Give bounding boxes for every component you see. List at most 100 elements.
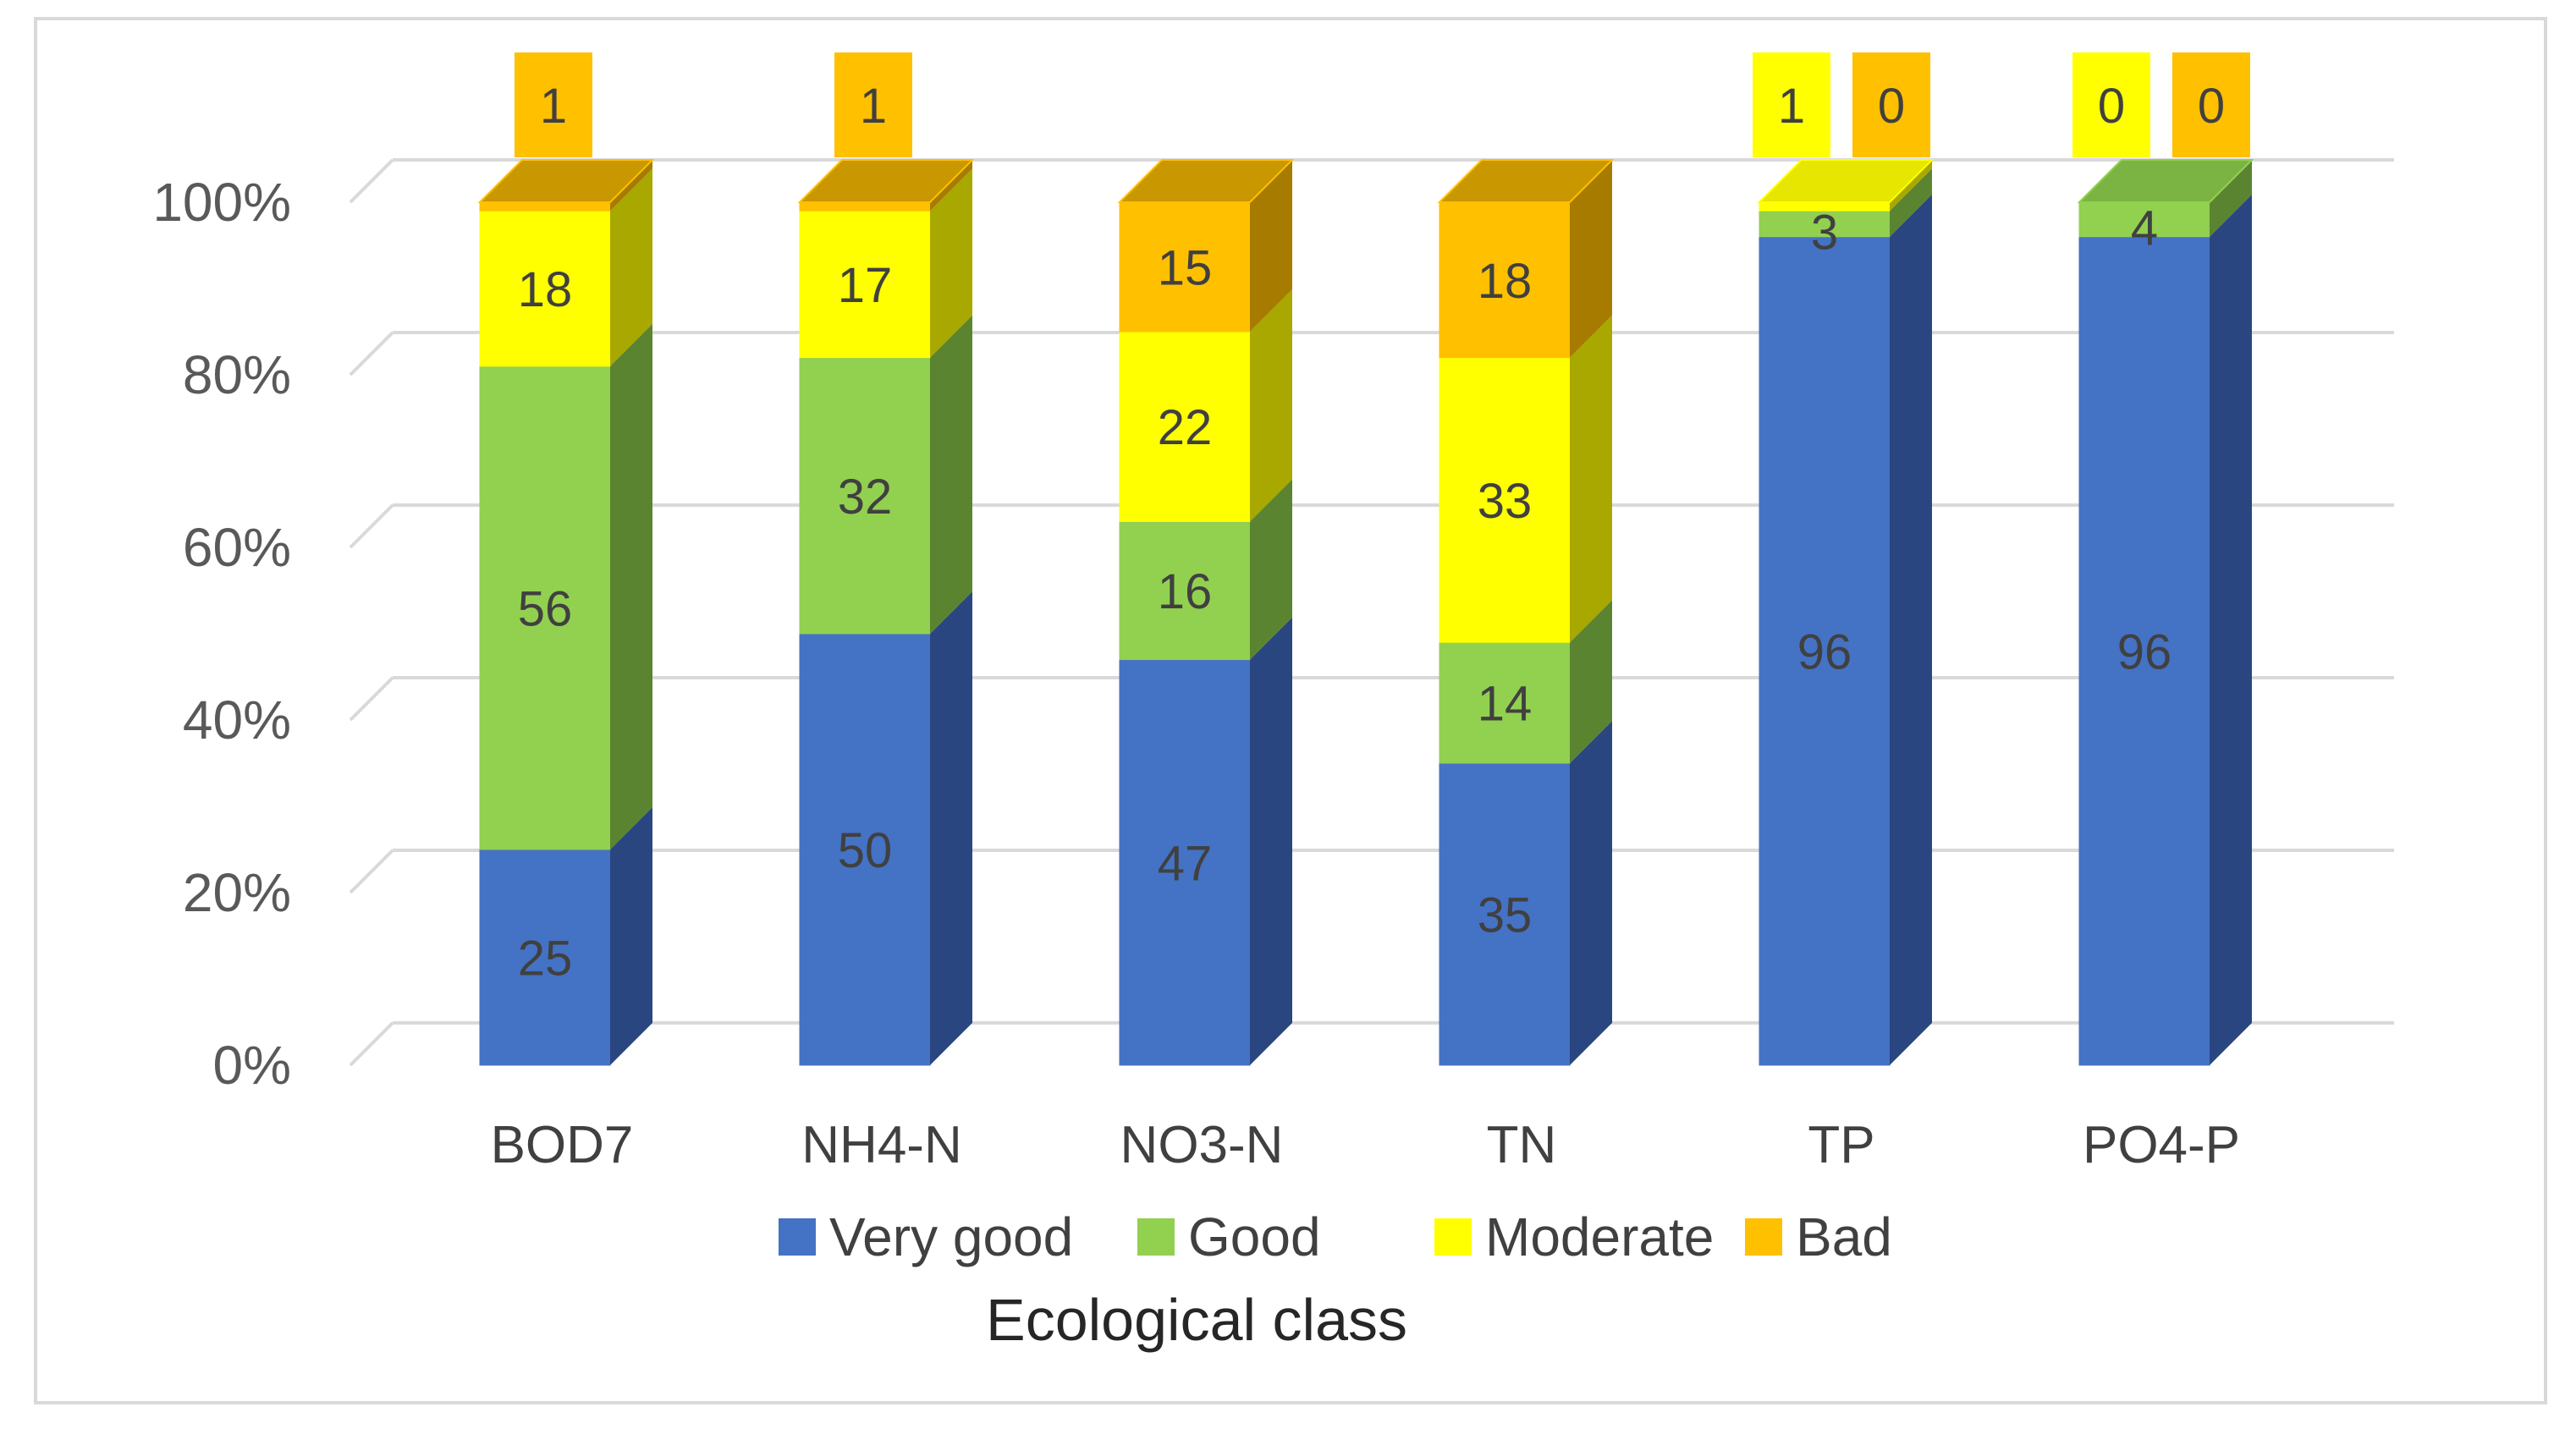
bar-segment xyxy=(1439,641,1571,764)
y-tick-label: 80% xyxy=(183,344,291,405)
bar-segment xyxy=(1119,201,1251,333)
legend-label: Bad xyxy=(1796,1206,1892,1267)
bar-segment-side xyxy=(930,160,972,212)
bar-top-face xyxy=(1437,159,1615,203)
data-label: 14 xyxy=(1478,677,1533,732)
y-tick-label: 40% xyxy=(183,690,291,750)
data-label-box xyxy=(1852,52,1930,157)
bar-segment xyxy=(479,365,611,850)
data-label: 0 xyxy=(2098,79,2125,134)
y-axis-ticks: 0% 20% 40% 60% 80% 100% xyxy=(152,172,291,1096)
bar-top-face xyxy=(797,159,975,203)
data-label-box xyxy=(2172,52,2250,157)
data-label: 1 xyxy=(1778,79,1805,134)
data-label: 32 xyxy=(838,470,893,525)
bar-segment-side xyxy=(1570,721,1612,1065)
data-label-box xyxy=(1753,52,1830,157)
data-label: 56 xyxy=(518,581,573,636)
data-label: 4 xyxy=(2131,201,2158,256)
x-category-label: TN xyxy=(1487,1116,1557,1174)
legend: Very good Good Moderate Bad xyxy=(779,1206,1892,1267)
legend-label: Very good xyxy=(829,1206,1073,1267)
bar-segment xyxy=(1119,331,1251,522)
bar-top-face xyxy=(477,159,655,203)
bar-segment-side xyxy=(1250,617,1292,1065)
legend-swatch xyxy=(1745,1218,1782,1256)
bar-segment-side xyxy=(610,807,652,1065)
bar-segment-side xyxy=(610,323,652,849)
bar-segment xyxy=(1439,201,1571,359)
data-label: 16 xyxy=(1158,564,1213,619)
bar-segment xyxy=(1439,357,1571,643)
gridlines xyxy=(349,158,2394,1067)
gridline-slant xyxy=(349,1021,394,1067)
y-tick-label: 100% xyxy=(152,172,291,233)
bar-segment xyxy=(1759,210,1891,238)
data-label: 33 xyxy=(1478,474,1533,529)
bar-segment-side xyxy=(610,160,652,212)
x-category-label: PO4-P xyxy=(2083,1116,2240,1174)
bar-segment xyxy=(2078,201,2210,238)
legend-swatch xyxy=(779,1218,816,1256)
bar-segment-side xyxy=(1570,315,1612,643)
bar-segment-side xyxy=(1890,160,1932,212)
legend-swatch xyxy=(1137,1218,1175,1256)
bar-top-face xyxy=(1117,159,1295,203)
x-category-label: TP xyxy=(1808,1116,1874,1174)
legend-label: Good xyxy=(1188,1206,1321,1267)
bar-segment-side xyxy=(2210,194,2252,1065)
data-label-box xyxy=(2072,52,2150,157)
data-label: 96 xyxy=(2117,624,2172,679)
data-label: 1 xyxy=(540,79,567,134)
data-label: 15 xyxy=(1158,241,1213,296)
data-label: 18 xyxy=(1478,254,1533,309)
data-label-box xyxy=(834,52,912,157)
bar-segment-side xyxy=(1250,160,1292,332)
gridline-slant xyxy=(349,503,394,549)
gridline-slant xyxy=(349,158,394,204)
x-category-label: BOD7 xyxy=(491,1116,634,1174)
bar-segment xyxy=(799,210,931,359)
bar-top-face xyxy=(2077,159,2254,203)
gridline-slant xyxy=(349,331,394,376)
bar-segment-side xyxy=(1570,600,1612,763)
bar-segment xyxy=(1119,659,1251,1066)
data-label: 1 xyxy=(860,79,887,134)
data-labels: 25 56 18 1 50 32 17 1 47 16 22 15 35 14 33 18 96 3 1 0 96 4 0 0 xyxy=(515,52,2250,987)
data-label: 0 xyxy=(2198,79,2225,134)
x-axis-categories: BOD7 NH4-N NO3-N TN TP PO4-P xyxy=(491,1116,2240,1174)
bar-segment-side xyxy=(1890,194,1932,1065)
bar-segment xyxy=(1439,762,1571,1066)
bar-segment xyxy=(799,357,931,635)
data-label: 50 xyxy=(838,823,893,878)
legend-label: Moderate xyxy=(1485,1206,1714,1267)
data-label: 25 xyxy=(518,932,573,987)
y-tick-label: 20% xyxy=(183,862,291,923)
bar-segment-side xyxy=(610,168,652,366)
chart-frame: 0% 20% 40% 60% 80% 100% 25 56 18 1 50 32 17 1 47 16 22 1… xyxy=(34,17,2547,1404)
data-label: 18 xyxy=(518,262,573,317)
data-label-box xyxy=(515,52,592,157)
bar-segment-side xyxy=(2210,160,2252,237)
x-category-label: NO3-N xyxy=(1120,1116,1284,1174)
stacked-bar-chart: 0%20%40%60%80%100% 255618150321714716221… xyxy=(152,52,2394,1353)
bar-segment xyxy=(1119,520,1251,661)
bar-segment xyxy=(479,201,611,212)
bar-segment-side xyxy=(1250,289,1292,522)
data-label: 0 xyxy=(1878,79,1905,134)
bar-segment xyxy=(479,849,611,1066)
data-label: 47 xyxy=(1158,836,1213,891)
x-category-label: NH4-N xyxy=(801,1116,961,1174)
bar-segment-side xyxy=(930,591,972,1065)
bar-top-face xyxy=(1757,159,1935,203)
data-label: 17 xyxy=(838,258,893,313)
data-label: 22 xyxy=(1158,400,1213,455)
data-label: 96 xyxy=(1797,624,1852,679)
bar-segment-side xyxy=(1250,479,1292,660)
bars xyxy=(477,159,2254,1066)
x-axis-title: Ecological class xyxy=(986,1287,1407,1353)
gridline-slant xyxy=(349,849,394,894)
data-label: 35 xyxy=(1478,888,1533,943)
bar-segment xyxy=(799,633,931,1066)
bar-segment-side xyxy=(1570,160,1612,358)
